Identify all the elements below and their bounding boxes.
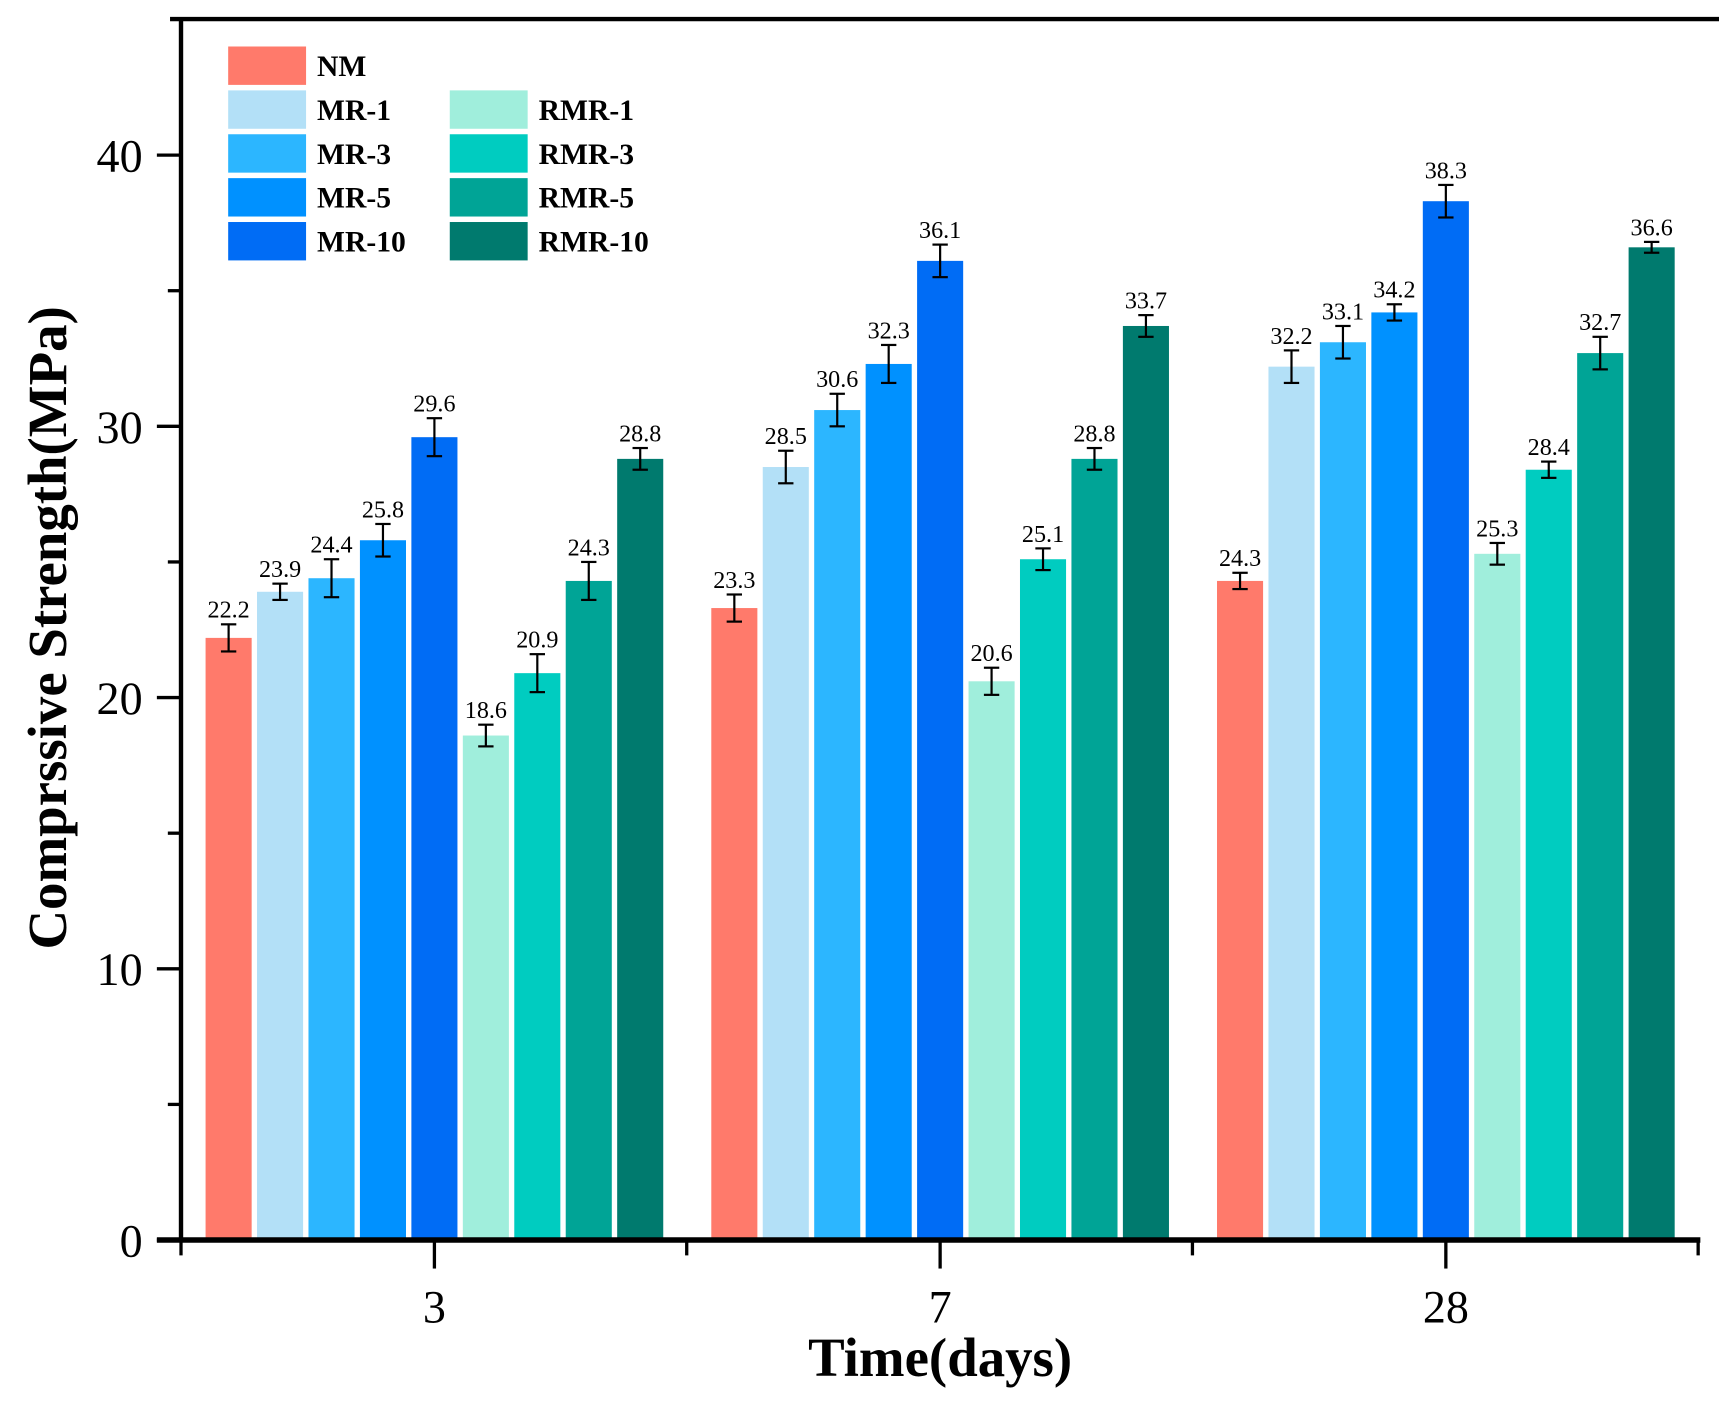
- bar-NM-28: [1217, 580, 1264, 1241]
- data-label: 28.5: [765, 423, 807, 450]
- data-label: 36.1: [919, 217, 961, 244]
- data-label: 32.7: [1579, 309, 1621, 336]
- legend-label-RMR-3: RMR-3: [539, 139, 634, 171]
- data-label: 32.3: [868, 317, 910, 344]
- data-label: 36.6: [1631, 214, 1673, 241]
- x-axis-title: Time(days): [808, 1327, 1072, 1388]
- bar-MR-10-3: [411, 437, 458, 1241]
- data-label: 24.3: [1219, 545, 1261, 572]
- bar-MR-1-28: [1268, 366, 1315, 1241]
- bar-RMR-5-28: [1577, 353, 1624, 1241]
- legend-label-RMR-10: RMR-10: [539, 227, 649, 259]
- bar-RMR-1-28: [1474, 553, 1521, 1241]
- x-tick-label: 3: [423, 1281, 446, 1332]
- legend-swatch-NM: [228, 46, 307, 85]
- bar-MR-5-28: [1371, 312, 1418, 1241]
- bar-MR-3-28: [1319, 342, 1366, 1241]
- legend-label-MR-5: MR-5: [317, 183, 391, 215]
- y-tick-label: 40: [97, 131, 143, 182]
- legend-swatch-RMR-10: [449, 222, 528, 261]
- data-label: 25.8: [362, 496, 404, 523]
- legend-swatch-MR-1: [228, 90, 307, 129]
- x-tick-label: 28: [1423, 1281, 1469, 1332]
- legend: NM MR-1 MR-3 MR-5 MR-10 RMR-1 RMR-3 RMR-5 RMR-10: [228, 46, 649, 261]
- legend-swatch-MR-10: [228, 222, 307, 261]
- data-label: 25.3: [1476, 515, 1518, 542]
- legend-label-MR-1: MR-1: [317, 95, 391, 127]
- bar-RMR-3-28: [1525, 469, 1572, 1241]
- data-label: 28.8: [619, 420, 661, 447]
- data-label: 32.2: [1270, 323, 1312, 350]
- bar-MR-5-7: [865, 363, 912, 1241]
- bar-MR-5-3: [359, 540, 406, 1241]
- data-label: 33.7: [1125, 288, 1167, 315]
- legend-swatch-RMR-1: [449, 90, 528, 129]
- bar-RMR-10-3: [617, 458, 664, 1241]
- data-label: 38.3: [1425, 157, 1467, 184]
- axes-layer: 0 10 20 30 40 3 7 28: [97, 16, 1719, 1332]
- data-label: 20.9: [516, 627, 558, 654]
- legend-label-MR-10: MR-10: [317, 227, 406, 259]
- y-tick-label: 30: [97, 402, 143, 453]
- bar-RMR-1-3: [462, 735, 509, 1241]
- legend-swatch-RMR-5: [449, 178, 528, 217]
- data-label: 23.9: [259, 556, 301, 583]
- bar-RMR-10-28: [1628, 247, 1675, 1241]
- data-label: 24.4: [310, 532, 352, 559]
- legend-label-RMR-1: RMR-1: [539, 95, 634, 127]
- data-label: 18.6: [465, 697, 507, 724]
- bar-RMR-10-7: [1122, 325, 1169, 1241]
- bar-MR-3-7: [814, 410, 861, 1241]
- data-label: 28.4: [1528, 434, 1570, 461]
- x-tick-label: 7: [929, 1281, 952, 1332]
- data-label: 34.2: [1373, 277, 1415, 304]
- data-label: 24.3: [568, 534, 610, 561]
- y-tick-label: 10: [97, 944, 143, 995]
- bar-NM-7: [711, 608, 758, 1241]
- bar-RMR-5-7: [1071, 458, 1118, 1241]
- legend-swatch-MR-3: [228, 134, 307, 173]
- data-label: 22.2: [208, 597, 250, 624]
- bars-layer: 22.2 23.3 24.3 23.9 28.5 32.2 24.4 30.6 33.1 25.8…: [205, 157, 1675, 1241]
- bar-NM-3: [205, 637, 252, 1241]
- bar-MR-1-7: [762, 467, 809, 1241]
- bar-MR-1-3: [257, 591, 304, 1241]
- bar-MR-10-28: [1422, 201, 1469, 1241]
- bar-RMR-3-3: [514, 673, 561, 1241]
- legend-swatch-RMR-3: [449, 134, 528, 173]
- data-label: 20.6: [970, 640, 1012, 667]
- bar-RMR-5-3: [565, 580, 612, 1241]
- data-label: 30.6: [816, 366, 858, 393]
- legend-label-MR-3: MR-3: [317, 139, 391, 171]
- y-tick-label: 0: [120, 1215, 143, 1266]
- bar-RMR-1-7: [968, 681, 1015, 1241]
- data-label: 23.3: [713, 567, 755, 594]
- bar-MR-3-3: [308, 578, 355, 1241]
- data-label: 33.1: [1322, 298, 1364, 325]
- legend-label-NM: NM: [317, 51, 366, 83]
- y-tick-label: 20: [97, 673, 143, 724]
- data-label: 25.1: [1022, 521, 1064, 548]
- data-label: 28.8: [1073, 420, 1115, 447]
- bar-RMR-3-7: [1019, 559, 1067, 1241]
- legend-swatch-MR-5: [228, 178, 307, 217]
- legend-label-RMR-5: RMR-5: [539, 183, 634, 215]
- y-axis-title: Comprssive Strength(MPa): [17, 306, 78, 949]
- bar-MR-10-7: [917, 260, 964, 1241]
- data-label: 29.6: [413, 391, 455, 418]
